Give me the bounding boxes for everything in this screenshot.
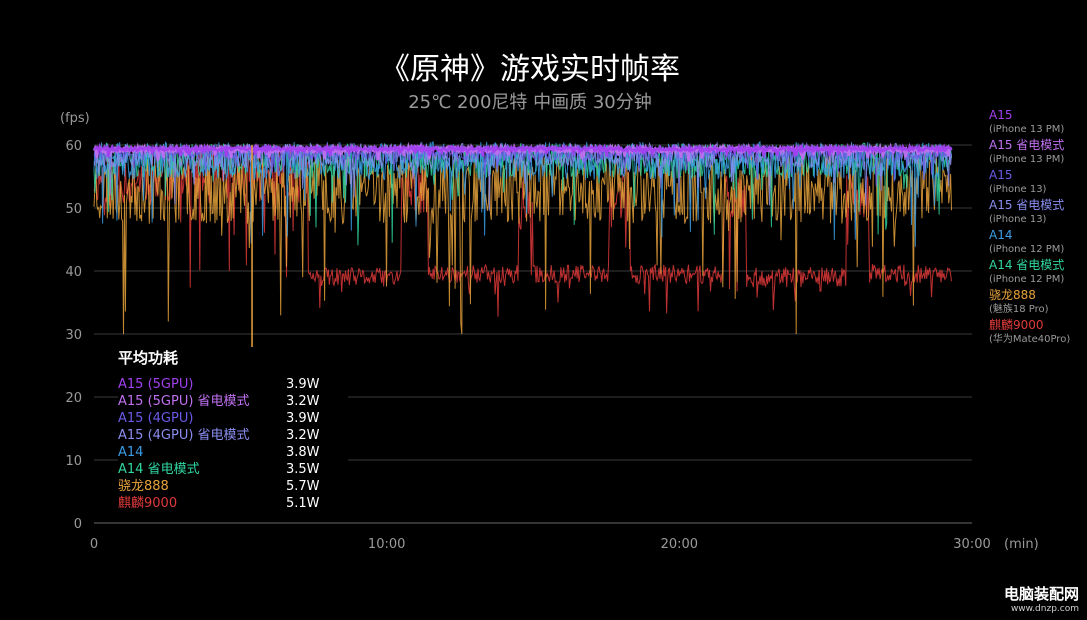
power-chip-name: A14 省电模式	[118, 462, 200, 477]
legend-chip-label: A15 省电模式	[989, 198, 1065, 212]
y-tick-label: 40	[65, 265, 82, 280]
power-chip-name: 骁龙888	[118, 479, 169, 494]
average-power-table: 平均功耗 A15 (5GPU) 3.9W A15 (5GPU) 省电模式 3.2W A1…	[118, 347, 348, 512]
watermark-url: www.dnzp.com	[1010, 604, 1079, 614]
power-chip-name: A15 (5GPU)	[118, 377, 194, 392]
power-value: 3.9W	[286, 411, 320, 426]
power-row: A15 (4GPU) 省电模式 3.2W	[118, 427, 348, 444]
x-tick-label: 10:00	[368, 537, 405, 552]
legend-chip-label: 骁龙888	[989, 288, 1036, 302]
legend-chip-label: A15	[989, 168, 1013, 182]
legend-device-label: (iPhone 12 PM)	[989, 244, 1065, 255]
power-row: 骁龙888 5.7W	[118, 478, 348, 495]
x-tick-label: 20:00	[661, 537, 698, 552]
power-chip-name: 麒麟9000	[118, 496, 178, 511]
legend-chip-label: A14 省电模式	[989, 258, 1065, 272]
x-axis-unit: (min)	[1004, 537, 1039, 552]
power-row: A14 3.8W	[118, 444, 348, 461]
series-legend: A15 (iPhone 13 PM) A15 省电模式 (iPhone 13 PM) A…	[989, 108, 1087, 348]
power-value: 5.7W	[286, 479, 320, 494]
legend-device-label: (iPhone 13)	[989, 184, 1047, 195]
series-line	[93, 142, 953, 159]
legend-device-label: (iPhone 12 PM)	[989, 274, 1065, 285]
legend-item: 骁龙888 (魅族18 Pro)	[989, 288, 1087, 318]
power-chip-name: A15 (5GPU) 省电模式	[118, 394, 250, 409]
watermark-name: 电脑装配网	[1003, 585, 1079, 603]
legend-device-label: (华为Mate40Pro)	[989, 334, 1071, 345]
legend-device-label: (iPhone 13)	[989, 214, 1047, 225]
power-value: 3.8W	[286, 445, 320, 460]
chart-subtitle: 25℃ 200尼特 中画质 30分钟	[408, 92, 652, 113]
legend-device-label: (iPhone 13 PM)	[989, 154, 1065, 165]
y-tick-label: 30	[65, 328, 82, 343]
legend-item: A14 省电模式 (iPhone 12 PM)	[989, 258, 1087, 288]
legend-item: 麒麟9000 (华为Mate40Pro)	[989, 318, 1087, 348]
chart-title: 《原神》游戏实时帧率	[380, 52, 680, 87]
legend-chip-label: A15 省电模式	[989, 138, 1065, 152]
legend-chip-label: A14	[989, 228, 1013, 242]
y-axis-unit: (fps)	[60, 111, 90, 126]
y-tick-label: 20	[65, 391, 82, 406]
power-row: A14 省电模式 3.5W	[118, 461, 348, 478]
power-value: 3.2W	[286, 394, 320, 409]
legend-chip-label: 麒麟9000	[989, 318, 1044, 332]
legend-device-label: (iPhone 13 PM)	[989, 124, 1065, 135]
power-value: 5.1W	[286, 496, 320, 511]
legend-chip-label: A15	[989, 108, 1013, 122]
y-tick-label: 60	[65, 139, 82, 154]
power-chip-name: A15 (4GPU)	[118, 411, 194, 426]
series-line	[93, 143, 952, 187]
legend-item: A15 省电模式 (iPhone 13)	[989, 198, 1087, 228]
legend-item: A15 (iPhone 13 PM)	[989, 108, 1087, 138]
power-value: 3.2W	[286, 428, 320, 443]
legend-device-label: (魅族18 Pro)	[989, 304, 1049, 315]
watermark-logo: 电脑装配网 www.dnzp.com	[1004, 583, 1079, 614]
legend-item: A14 (iPhone 12 PM)	[989, 228, 1087, 258]
power-value: 3.9W	[286, 377, 320, 392]
power-chip-name: A15 (4GPU) 省电模式	[118, 428, 250, 443]
legend-item: A15 省电模式 (iPhone 13 PM)	[989, 138, 1087, 168]
power-chip-name: A14	[118, 445, 144, 460]
y-tick-label: 0	[74, 517, 82, 532]
power-row: A15 (5GPU) 省电模式 3.2W	[118, 393, 348, 410]
power-row: A15 (4GPU) 3.9W	[118, 410, 348, 427]
power-table-title: 平均功耗	[118, 349, 179, 367]
power-row: 麒麟9000 5.1W	[118, 495, 348, 512]
x-tick-label: 0	[90, 537, 98, 552]
power-value: 3.5W	[286, 462, 320, 477]
power-row: A15 (5GPU) 3.9W	[118, 376, 348, 393]
legend-item: A15 (iPhone 13)	[989, 168, 1087, 198]
x-tick-label: 30:00	[953, 537, 990, 552]
y-tick-label: 10	[65, 454, 82, 469]
y-tick-label: 50	[65, 202, 82, 217]
